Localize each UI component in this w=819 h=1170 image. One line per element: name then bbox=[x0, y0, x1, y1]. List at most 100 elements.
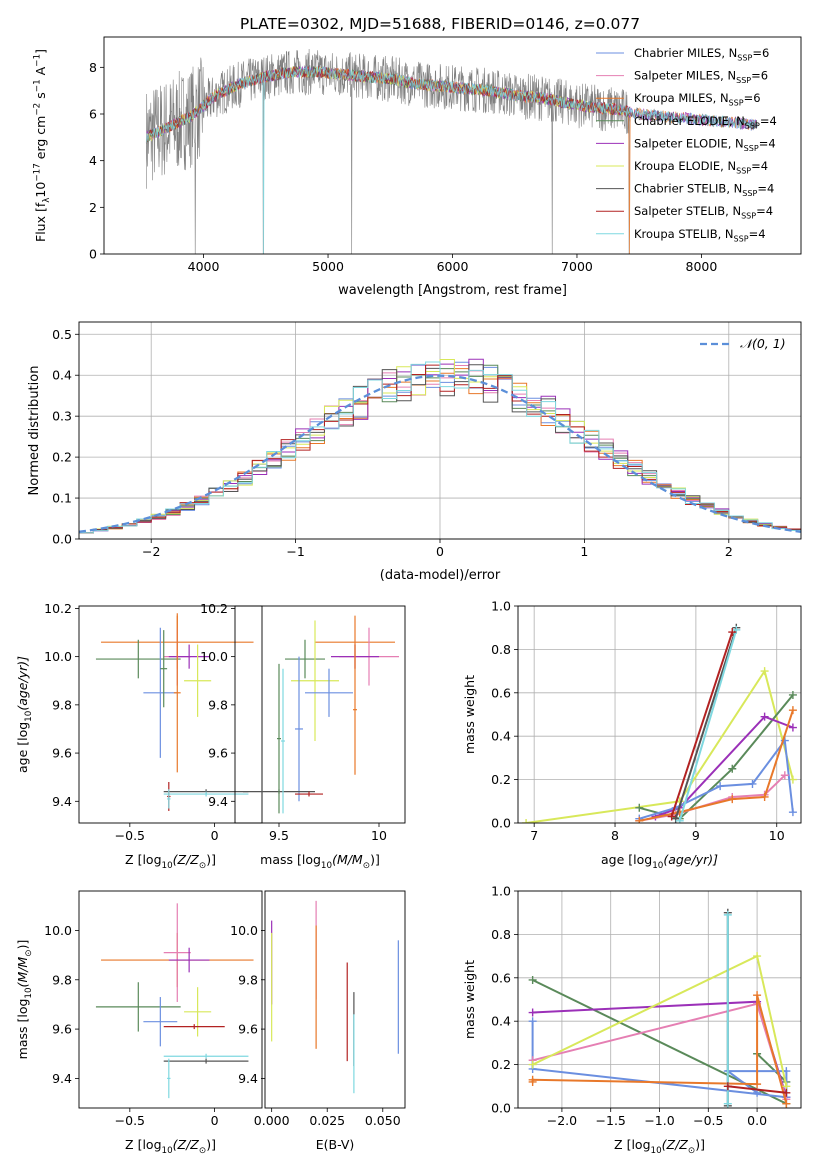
y-axis-label-part: −1 bbox=[32, 54, 42, 67]
x-axis-label-part: )] bbox=[370, 852, 380, 867]
y-tick-label: 9.8 bbox=[238, 972, 258, 987]
y-axis-label-part: s bbox=[33, 92, 48, 103]
y-axis-label: mass weight bbox=[462, 675, 477, 754]
y-tick-label: 0 bbox=[89, 247, 97, 262]
y-tick-label: 2 bbox=[89, 200, 97, 215]
mass-weight-marker bbox=[528, 1008, 537, 1017]
legend-entry-part: =4 bbox=[759, 136, 776, 150]
y-axis-label-part: −1 bbox=[32, 79, 42, 92]
plot-area bbox=[528, 908, 791, 1108]
x-axis-label-part: 10 bbox=[652, 861, 663, 871]
legend-entry-part: Kroupa MILES, N bbox=[634, 91, 729, 105]
mass-weight-line bbox=[674, 627, 738, 820]
x-tick-label: 7000 bbox=[561, 259, 593, 274]
axes-age-vs-Z: −0.5 09.49.69.810.010.2Z [log10(Z/Z⊙)]age… bbox=[15, 601, 263, 871]
mass-weight-line bbox=[639, 694, 794, 820]
axes-ebv: 0.000 0.025 0.050 9.4 9.6 9.8 10.0 E(B-V) bbox=[230, 890, 406, 1152]
x-axis-label: mass [log10(M/M⊙)] bbox=[260, 852, 380, 871]
y-tick-label: 10.2 bbox=[200, 601, 228, 616]
mass-weight-marker bbox=[728, 628, 737, 637]
y-tick-label: 0.2 bbox=[491, 1057, 511, 1072]
y-tick-label: 9.4 bbox=[208, 794, 228, 809]
mass-weight-marker bbox=[788, 690, 797, 699]
y-tick-label: 0.2 bbox=[52, 450, 72, 465]
x-tick-label: −0.5 bbox=[115, 1113, 145, 1128]
x-tick-label: 0 bbox=[436, 544, 444, 559]
mass-weight-marker bbox=[788, 723, 797, 732]
legend-entry-part: SSP bbox=[744, 144, 759, 153]
y-tick-label: 0.3 bbox=[52, 409, 72, 424]
y-tick-label: 9.8 bbox=[52, 972, 72, 987]
x-axis-label: (data-model)/error bbox=[380, 568, 501, 583]
legend-entry-part: SSP bbox=[734, 234, 749, 243]
y-axis-label-part: (age/yr)] bbox=[15, 656, 30, 711]
mass-weight-line bbox=[727, 1085, 787, 1094]
residual-histogram bbox=[79, 361, 801, 539]
x-tick-label: 0.025 bbox=[309, 1113, 345, 1128]
x-tick-label: 0.000 bbox=[254, 1113, 290, 1128]
x-axis-label: wavelength [Angstrom, rest frame] bbox=[338, 283, 567, 298]
mass-weight-marker bbox=[716, 782, 725, 791]
x-tick-label: 10 bbox=[769, 828, 785, 843]
axes-frame bbox=[517, 605, 802, 824]
x-tick-label: 0 bbox=[211, 828, 219, 843]
legend-entry-part: Kroupa STELIB, N bbox=[634, 227, 734, 241]
mass-weight-marker bbox=[528, 975, 537, 984]
y-axis-label-part: 10 bbox=[24, 987, 34, 998]
observed-spectrum bbox=[146, 48, 631, 254]
x-axis-label-part: )] bbox=[695, 1137, 705, 1152]
mass-weight-marker bbox=[748, 779, 757, 788]
mass-weight-marker bbox=[782, 1099, 791, 1108]
mass-weight-marker bbox=[723, 910, 732, 919]
mass-weight-marker bbox=[760, 667, 769, 676]
axes-mass-vs-Z: −0.5 09.49.69.810.0Z [log10(Z/Z⊙)]mass [l… bbox=[15, 890, 263, 1156]
x-axis-label-part: (age/yr)] bbox=[663, 852, 718, 867]
y-tick-label: 9.4 bbox=[52, 794, 72, 809]
legend-entry-part: SSP bbox=[737, 53, 752, 62]
y-axis-label-part: mass [log bbox=[15, 999, 30, 1060]
x-axis-label-part: age [log bbox=[601, 852, 652, 867]
legend-entry-part: SSP bbox=[742, 189, 757, 198]
legend-entry-part: Chabrier ELODIE, N bbox=[634, 114, 745, 128]
x-tick-label: 4000 bbox=[188, 259, 220, 274]
mass-weight-marker bbox=[528, 1017, 537, 1026]
x-tick-label: 8 bbox=[611, 828, 619, 843]
axes-spectrum: 4000 5000 6000 7000 8000 0 2 4 6 8 Chabrier MILES,… bbox=[32, 36, 802, 298]
y-tick-label: 9.6 bbox=[208, 746, 228, 761]
y-axis-label-part: Flux [f bbox=[33, 202, 48, 242]
y-tick-label: 1.0 bbox=[491, 884, 511, 899]
y-tick-label: 10.0 bbox=[200, 649, 228, 664]
normal-curve bbox=[79, 374, 801, 533]
y-tick-label: 0.5 bbox=[52, 327, 72, 342]
y-tick-label: 9.6 bbox=[52, 1022, 72, 1037]
x-axis-label-part: (Z/Z bbox=[173, 1137, 200, 1152]
x-axis-label-part: (Z/Z bbox=[173, 852, 200, 867]
mass-weight-marker bbox=[528, 1060, 537, 1069]
x-axis-label: age [log10(age/yr)] bbox=[601, 852, 718, 871]
x-tick-label: 1 bbox=[580, 544, 588, 559]
y-tick-label: 10.0 bbox=[44, 649, 72, 664]
x-tick-label: 0 bbox=[211, 1113, 219, 1128]
x-tick-label: 10 bbox=[371, 828, 387, 843]
x-tick-label: 9 bbox=[692, 828, 700, 843]
mass-weight-marker bbox=[753, 991, 762, 1000]
x-tick-label: −1.5 bbox=[596, 1113, 626, 1128]
y-axis-label-part: ] bbox=[33, 49, 48, 54]
x-tick-label: 0.0 bbox=[747, 1113, 767, 1128]
mass-weight-marker bbox=[753, 952, 762, 961]
mass-weight-marker bbox=[782, 1088, 791, 1097]
x-axis-label-part: (Z/Z bbox=[662, 1137, 689, 1152]
figure-title: PLATE=0302, MJD=51688, FIBERID=0146, z=0… bbox=[240, 15, 640, 33]
legend-entry-part: Salpeter STELIB, N bbox=[634, 204, 741, 218]
x-axis-label-part: )] bbox=[206, 1137, 216, 1152]
y-tick-label: 10.0 bbox=[230, 923, 258, 938]
plot-area bbox=[243, 615, 399, 814]
y-tick-label: 0.0 bbox=[491, 1101, 511, 1116]
mass-weight-marker bbox=[522, 819, 531, 823]
x-axis-label-part: 10 bbox=[162, 861, 173, 871]
axes-frame bbox=[78, 890, 263, 1109]
